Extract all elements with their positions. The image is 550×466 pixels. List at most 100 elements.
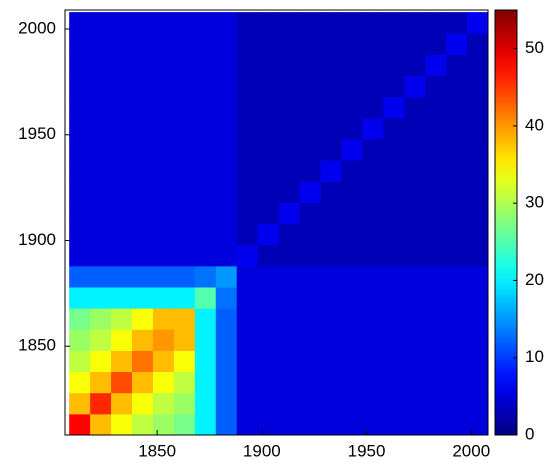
heat-cell: [69, 160, 91, 182]
heat-cell: [362, 12, 384, 34]
heat-cell: [383, 392, 405, 415]
heat-cell: [320, 75, 342, 98]
heat-cell: [173, 138, 196, 161]
heat-cell: [152, 265, 175, 288]
heat-cell: [278, 54, 301, 77]
heat-cell: [362, 308, 384, 330]
heat-cell: [132, 392, 154, 415]
heat-cell: [152, 33, 175, 55]
heat-cell: [299, 308, 321, 330]
heat-cell: [383, 160, 405, 182]
heat-cell: [299, 54, 321, 77]
heat-cell: [362, 75, 384, 98]
heat-cell: [383, 223, 405, 246]
heat-cell: [194, 181, 217, 203]
x-tick-label: 1850: [138, 441, 176, 460]
heat-cell: [383, 265, 405, 288]
heat-cell: [152, 202, 175, 225]
heat-cell: [69, 54, 91, 77]
heat-cell: [132, 75, 154, 98]
heat-cell: [215, 350, 238, 373]
heat-cell: [69, 286, 91, 309]
heat-cell: [362, 371, 384, 394]
heat-cell: [278, 329, 301, 351]
heat-cell: [132, 181, 154, 203]
heat-cell: [69, 350, 91, 373]
heat-cell: [383, 371, 405, 394]
heat-cell: [90, 202, 112, 225]
heat-cell: [383, 244, 405, 267]
heat-cell: [69, 244, 91, 267]
heat-cell: [278, 138, 301, 161]
heat-cell: [236, 96, 259, 119]
heat-cell: [215, 117, 238, 140]
heat-cell: [425, 202, 447, 225]
heat-cell: [173, 329, 196, 351]
heat-cell: [404, 181, 426, 203]
heat-cell: [111, 223, 133, 246]
heat-cell: [299, 329, 321, 351]
heat-cell: [383, 54, 405, 77]
heat-cell: [194, 54, 217, 77]
heat-cell: [236, 350, 259, 373]
heat-cell: [299, 117, 321, 140]
heat-cell: [278, 117, 301, 140]
heat-cell: [111, 75, 133, 98]
heat-cell: [299, 413, 321, 435]
heat-cell: [152, 54, 175, 77]
heat-cell: [320, 350, 342, 373]
heat-cell: [132, 96, 154, 119]
heatmap: [69, 12, 488, 435]
heat-cell: [467, 286, 488, 309]
heat-cell: [257, 138, 280, 161]
heat-cell: [257, 75, 280, 98]
heat-cell: [173, 392, 196, 415]
heat-cell: [69, 265, 91, 288]
heat-cell: [194, 350, 217, 373]
heat-cell: [404, 33, 426, 55]
heat-cell: [173, 12, 196, 34]
heat-cell: [132, 223, 154, 246]
heat-cell: [236, 392, 259, 415]
heat-cell: [194, 371, 217, 394]
heat-cell: [362, 329, 384, 351]
heat-cell: [90, 160, 112, 182]
heat-cell: [320, 181, 342, 203]
heat-cell: [69, 223, 91, 246]
heat-cell: [278, 265, 301, 288]
heat-cell: [215, 75, 238, 98]
heat-cell: [299, 371, 321, 394]
heat-cell: [132, 371, 154, 394]
heat-cell: [215, 160, 238, 182]
heat-cell: [320, 265, 342, 288]
heat-cell: [425, 329, 447, 351]
heat-cell: [152, 308, 175, 330]
heat-cell: [320, 12, 342, 34]
heat-cell: [404, 244, 426, 267]
heat-cell: [446, 286, 468, 309]
heat-cell: [111, 329, 133, 351]
heat-cell: [404, 371, 426, 394]
heat-cell: [446, 96, 468, 119]
heat-cell: [90, 286, 112, 309]
x-tick-label: 1900: [243, 441, 281, 460]
heat-cell: [425, 265, 447, 288]
heat-cell: [425, 223, 447, 246]
heat-cell: [69, 392, 91, 415]
heat-cell: [215, 33, 238, 55]
heat-cell: [320, 138, 342, 161]
heat-cell: [278, 223, 301, 246]
heat-cell: [404, 350, 426, 373]
heat-cell: [278, 33, 301, 55]
heat-cell: [278, 160, 301, 182]
heat-cell: [215, 244, 238, 267]
heat-cell: [152, 181, 175, 203]
heat-cell: [236, 54, 259, 77]
heat-cell: [383, 413, 405, 435]
heat-cell: [152, 244, 175, 267]
heat-cell: [152, 350, 175, 373]
heat-cell: [299, 138, 321, 161]
heat-cell: [341, 413, 363, 435]
heat-cell: [215, 181, 238, 203]
heat-cell: [90, 392, 112, 415]
